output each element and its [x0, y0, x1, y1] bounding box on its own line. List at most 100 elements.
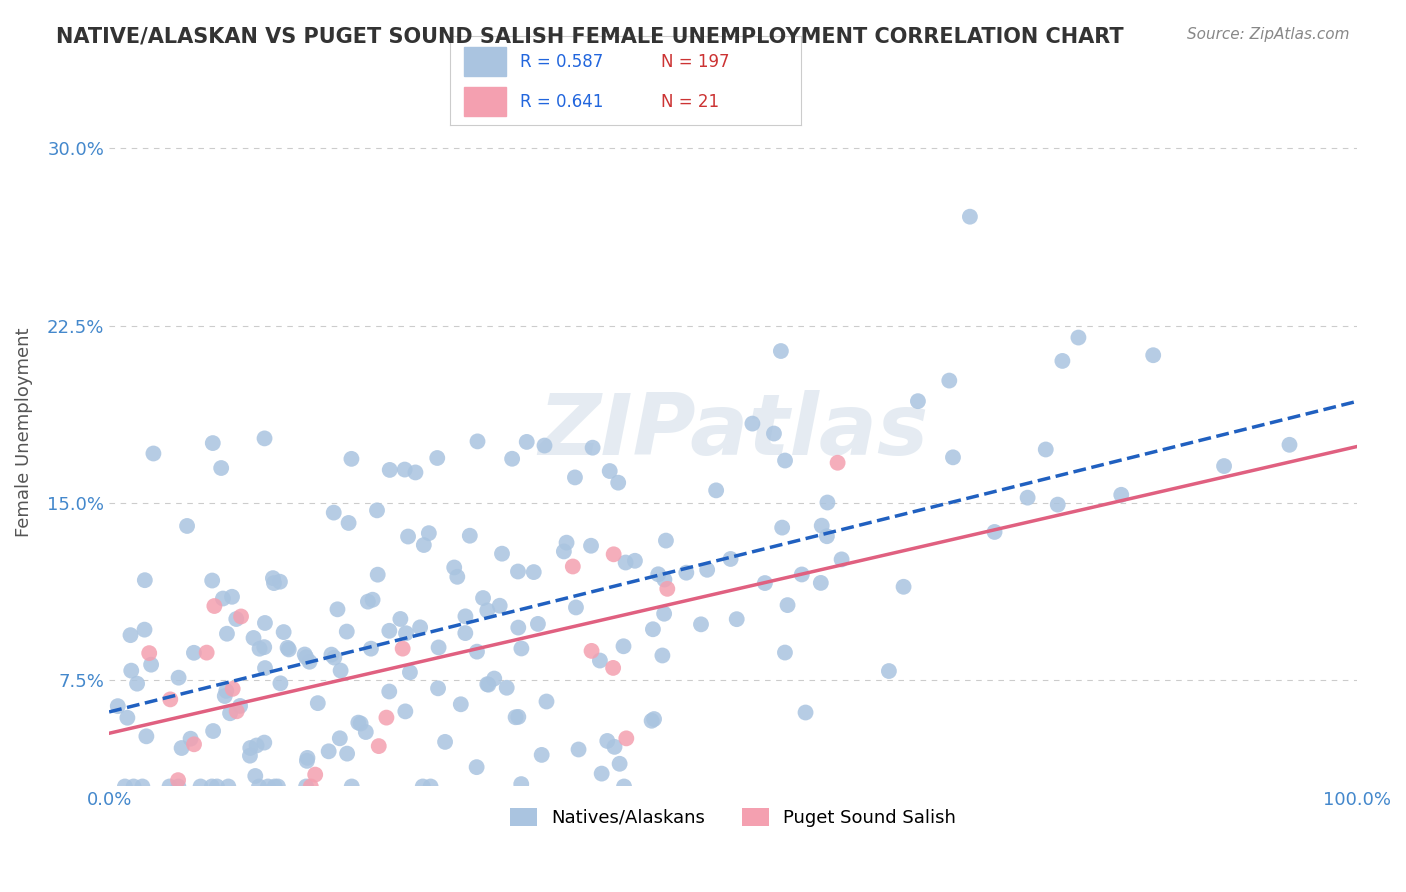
Natives/Alaskans	[329, 664, 352, 678]
Natives/Alaskans	[609, 756, 631, 771]
Puget Sound Salish	[304, 767, 326, 781]
Natives/Alaskans	[505, 710, 527, 724]
Natives/Alaskans	[465, 645, 488, 659]
Natives/Alaskans	[257, 780, 280, 794]
Natives/Alaskans	[201, 780, 224, 794]
Natives/Alaskans	[510, 777, 533, 791]
Natives/Alaskans	[412, 780, 434, 794]
Natives/Alaskans	[1067, 330, 1090, 344]
Natives/Alaskans	[215, 684, 238, 698]
Natives/Alaskans	[321, 648, 343, 662]
Natives/Alaskans	[394, 462, 416, 476]
Natives/Alaskans	[640, 714, 662, 728]
Natives/Alaskans	[815, 495, 838, 509]
Puget Sound Salish	[561, 559, 583, 574]
Natives/Alaskans	[201, 574, 224, 588]
Natives/Alaskans	[773, 646, 796, 660]
Natives/Alaskans	[378, 463, 401, 477]
Natives/Alaskans	[579, 539, 602, 553]
Text: N = 197: N = 197	[661, 53, 730, 70]
Natives/Alaskans	[651, 648, 673, 663]
Puget Sound Salish	[614, 731, 637, 746]
Natives/Alaskans	[675, 566, 697, 580]
Puget Sound Salish	[827, 456, 849, 470]
Natives/Alaskans	[1213, 458, 1236, 473]
Natives/Alaskans	[720, 552, 742, 566]
Natives/Alaskans	[458, 529, 481, 543]
Natives/Alaskans	[253, 661, 276, 675]
Natives/Alaskans	[536, 694, 558, 708]
Puget Sound Salish	[229, 609, 252, 624]
Puget Sound Salish	[225, 704, 247, 718]
Natives/Alaskans	[378, 624, 401, 638]
Natives/Alaskans	[1109, 488, 1132, 502]
Natives/Alaskans	[215, 626, 238, 640]
Natives/Alaskans	[624, 554, 647, 568]
Natives/Alaskans	[337, 516, 360, 530]
Natives/Alaskans	[603, 739, 626, 754]
Natives/Alaskans	[530, 747, 553, 762]
Natives/Alaskans	[295, 780, 318, 794]
Natives/Alaskans	[434, 735, 457, 749]
Natives/Alaskans	[794, 706, 817, 720]
Natives/Alaskans	[942, 450, 965, 465]
Natives/Alaskans	[114, 780, 136, 794]
Text: ZIPatlas: ZIPatlas	[538, 391, 928, 474]
Natives/Alaskans	[340, 780, 363, 794]
Natives/Alaskans	[269, 676, 291, 690]
Natives/Alaskans	[565, 600, 588, 615]
Puget Sound Salish	[581, 644, 603, 658]
Natives/Alaskans	[247, 780, 270, 794]
Puget Sound Salish	[195, 646, 218, 660]
Natives/Alaskans	[409, 620, 432, 634]
Natives/Alaskans	[366, 503, 388, 517]
Natives/Alaskans	[418, 526, 440, 541]
Natives/Alaskans	[378, 684, 401, 698]
Natives/Alaskans	[354, 725, 377, 739]
Natives/Alaskans	[253, 431, 276, 445]
Natives/Alaskans	[773, 453, 796, 467]
Natives/Alaskans	[754, 576, 776, 591]
Natives/Alaskans	[641, 622, 664, 636]
Natives/Alaskans	[349, 716, 371, 731]
Natives/Alaskans	[654, 573, 676, 587]
Natives/Alaskans	[591, 766, 613, 780]
Natives/Alaskans	[367, 567, 389, 582]
Puget Sound Salish	[602, 547, 624, 561]
Natives/Alaskans	[221, 590, 243, 604]
Text: R = 0.587: R = 0.587	[520, 53, 603, 70]
Natives/Alaskans	[253, 640, 276, 655]
Natives/Alaskans	[269, 574, 291, 589]
Natives/Alaskans	[180, 731, 202, 746]
Natives/Alaskans	[183, 646, 205, 660]
Natives/Alaskans	[318, 744, 340, 758]
Natives/Alaskans	[450, 698, 472, 712]
Natives/Alaskans	[1142, 348, 1164, 362]
Natives/Alaskans	[790, 567, 813, 582]
Natives/Alaskans	[202, 724, 225, 739]
Natives/Alaskans	[508, 621, 530, 635]
Natives/Alaskans	[612, 640, 634, 654]
Natives/Alaskans	[277, 640, 299, 655]
Natives/Alaskans	[533, 439, 555, 453]
Natives/Alaskans	[495, 681, 517, 695]
Natives/Alaskans	[510, 641, 533, 656]
Puget Sound Salish	[202, 599, 225, 613]
Natives/Alaskans	[253, 615, 276, 630]
Natives/Alaskans	[107, 699, 129, 714]
Natives/Alaskans	[467, 434, 489, 449]
Natives/Alaskans	[253, 736, 276, 750]
Natives/Alaskans	[139, 657, 162, 672]
Natives/Alaskans	[263, 576, 285, 591]
Natives/Alaskans	[959, 210, 981, 224]
Legend: Natives/Alaskans, Puget Sound Salish: Natives/Alaskans, Puget Sound Salish	[503, 800, 963, 834]
Natives/Alaskans	[242, 631, 264, 645]
Natives/Alaskans	[652, 607, 675, 621]
Natives/Alaskans	[427, 640, 450, 655]
Puget Sound Salish	[183, 737, 205, 751]
Natives/Alaskans	[277, 642, 299, 657]
Natives/Alaskans	[454, 626, 477, 640]
Natives/Alaskans	[404, 466, 426, 480]
Natives/Alaskans	[488, 599, 510, 613]
Natives/Alaskans	[564, 470, 586, 484]
